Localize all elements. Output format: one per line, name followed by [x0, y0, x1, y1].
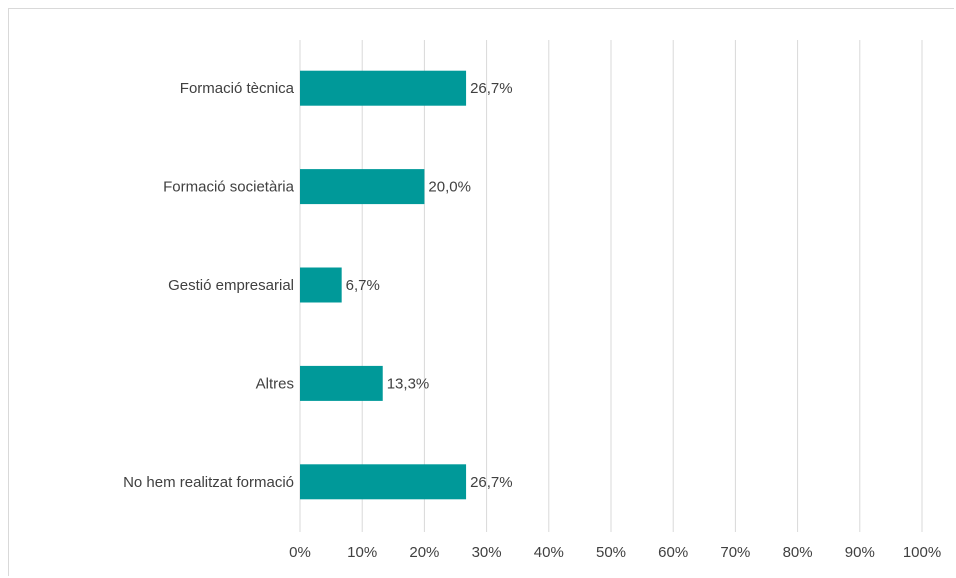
- x-tick-label: 80%: [783, 544, 813, 561]
- bar: [300, 70, 467, 106]
- category-label: Gestió empresarial: [168, 277, 294, 294]
- gridlines: [299, 40, 923, 532]
- data-labels: 26,7% 20,0% 6,7% 13,3% 26,7%: [346, 80, 513, 491]
- bars: [300, 70, 467, 500]
- chart-frame: [8, 8, 954, 576]
- category-label: Altres: [256, 375, 294, 392]
- data-label: 6,7%: [346, 277, 380, 294]
- x-tick-label: 0%: [289, 544, 311, 561]
- category-label: Formació societària: [163, 179, 295, 196]
- category-labels: Formació tècnica Formació societària Gesti…: [123, 80, 295, 491]
- category-label: No hem realitzat formació: [123, 474, 294, 491]
- data-label: 26,7%: [470, 80, 513, 97]
- x-tick-label: 70%: [720, 544, 750, 561]
- bar: [300, 464, 467, 500]
- bar: [300, 365, 383, 401]
- data-label: 13,3%: [387, 375, 430, 392]
- x-tick-label: 90%: [845, 544, 875, 561]
- x-tick-label: 50%: [596, 544, 626, 561]
- category-label: Formació tècnica: [180, 80, 295, 97]
- x-tick-label: 60%: [658, 544, 688, 561]
- x-tick-labels: 0% 10% 20% 30% 40% 50% 60% 70% 80% 90% 100%: [289, 544, 941, 561]
- x-tick-label: 40%: [534, 544, 564, 561]
- x-tick-label: 20%: [409, 544, 439, 561]
- data-label: 26,7%: [470, 474, 513, 491]
- x-tick-label: 30%: [472, 544, 502, 561]
- bar: [300, 267, 342, 303]
- x-tick-label: 10%: [347, 544, 377, 561]
- bar: [300, 169, 425, 205]
- data-label: 20,0%: [428, 179, 471, 196]
- x-tick-label: 100%: [903, 544, 941, 561]
